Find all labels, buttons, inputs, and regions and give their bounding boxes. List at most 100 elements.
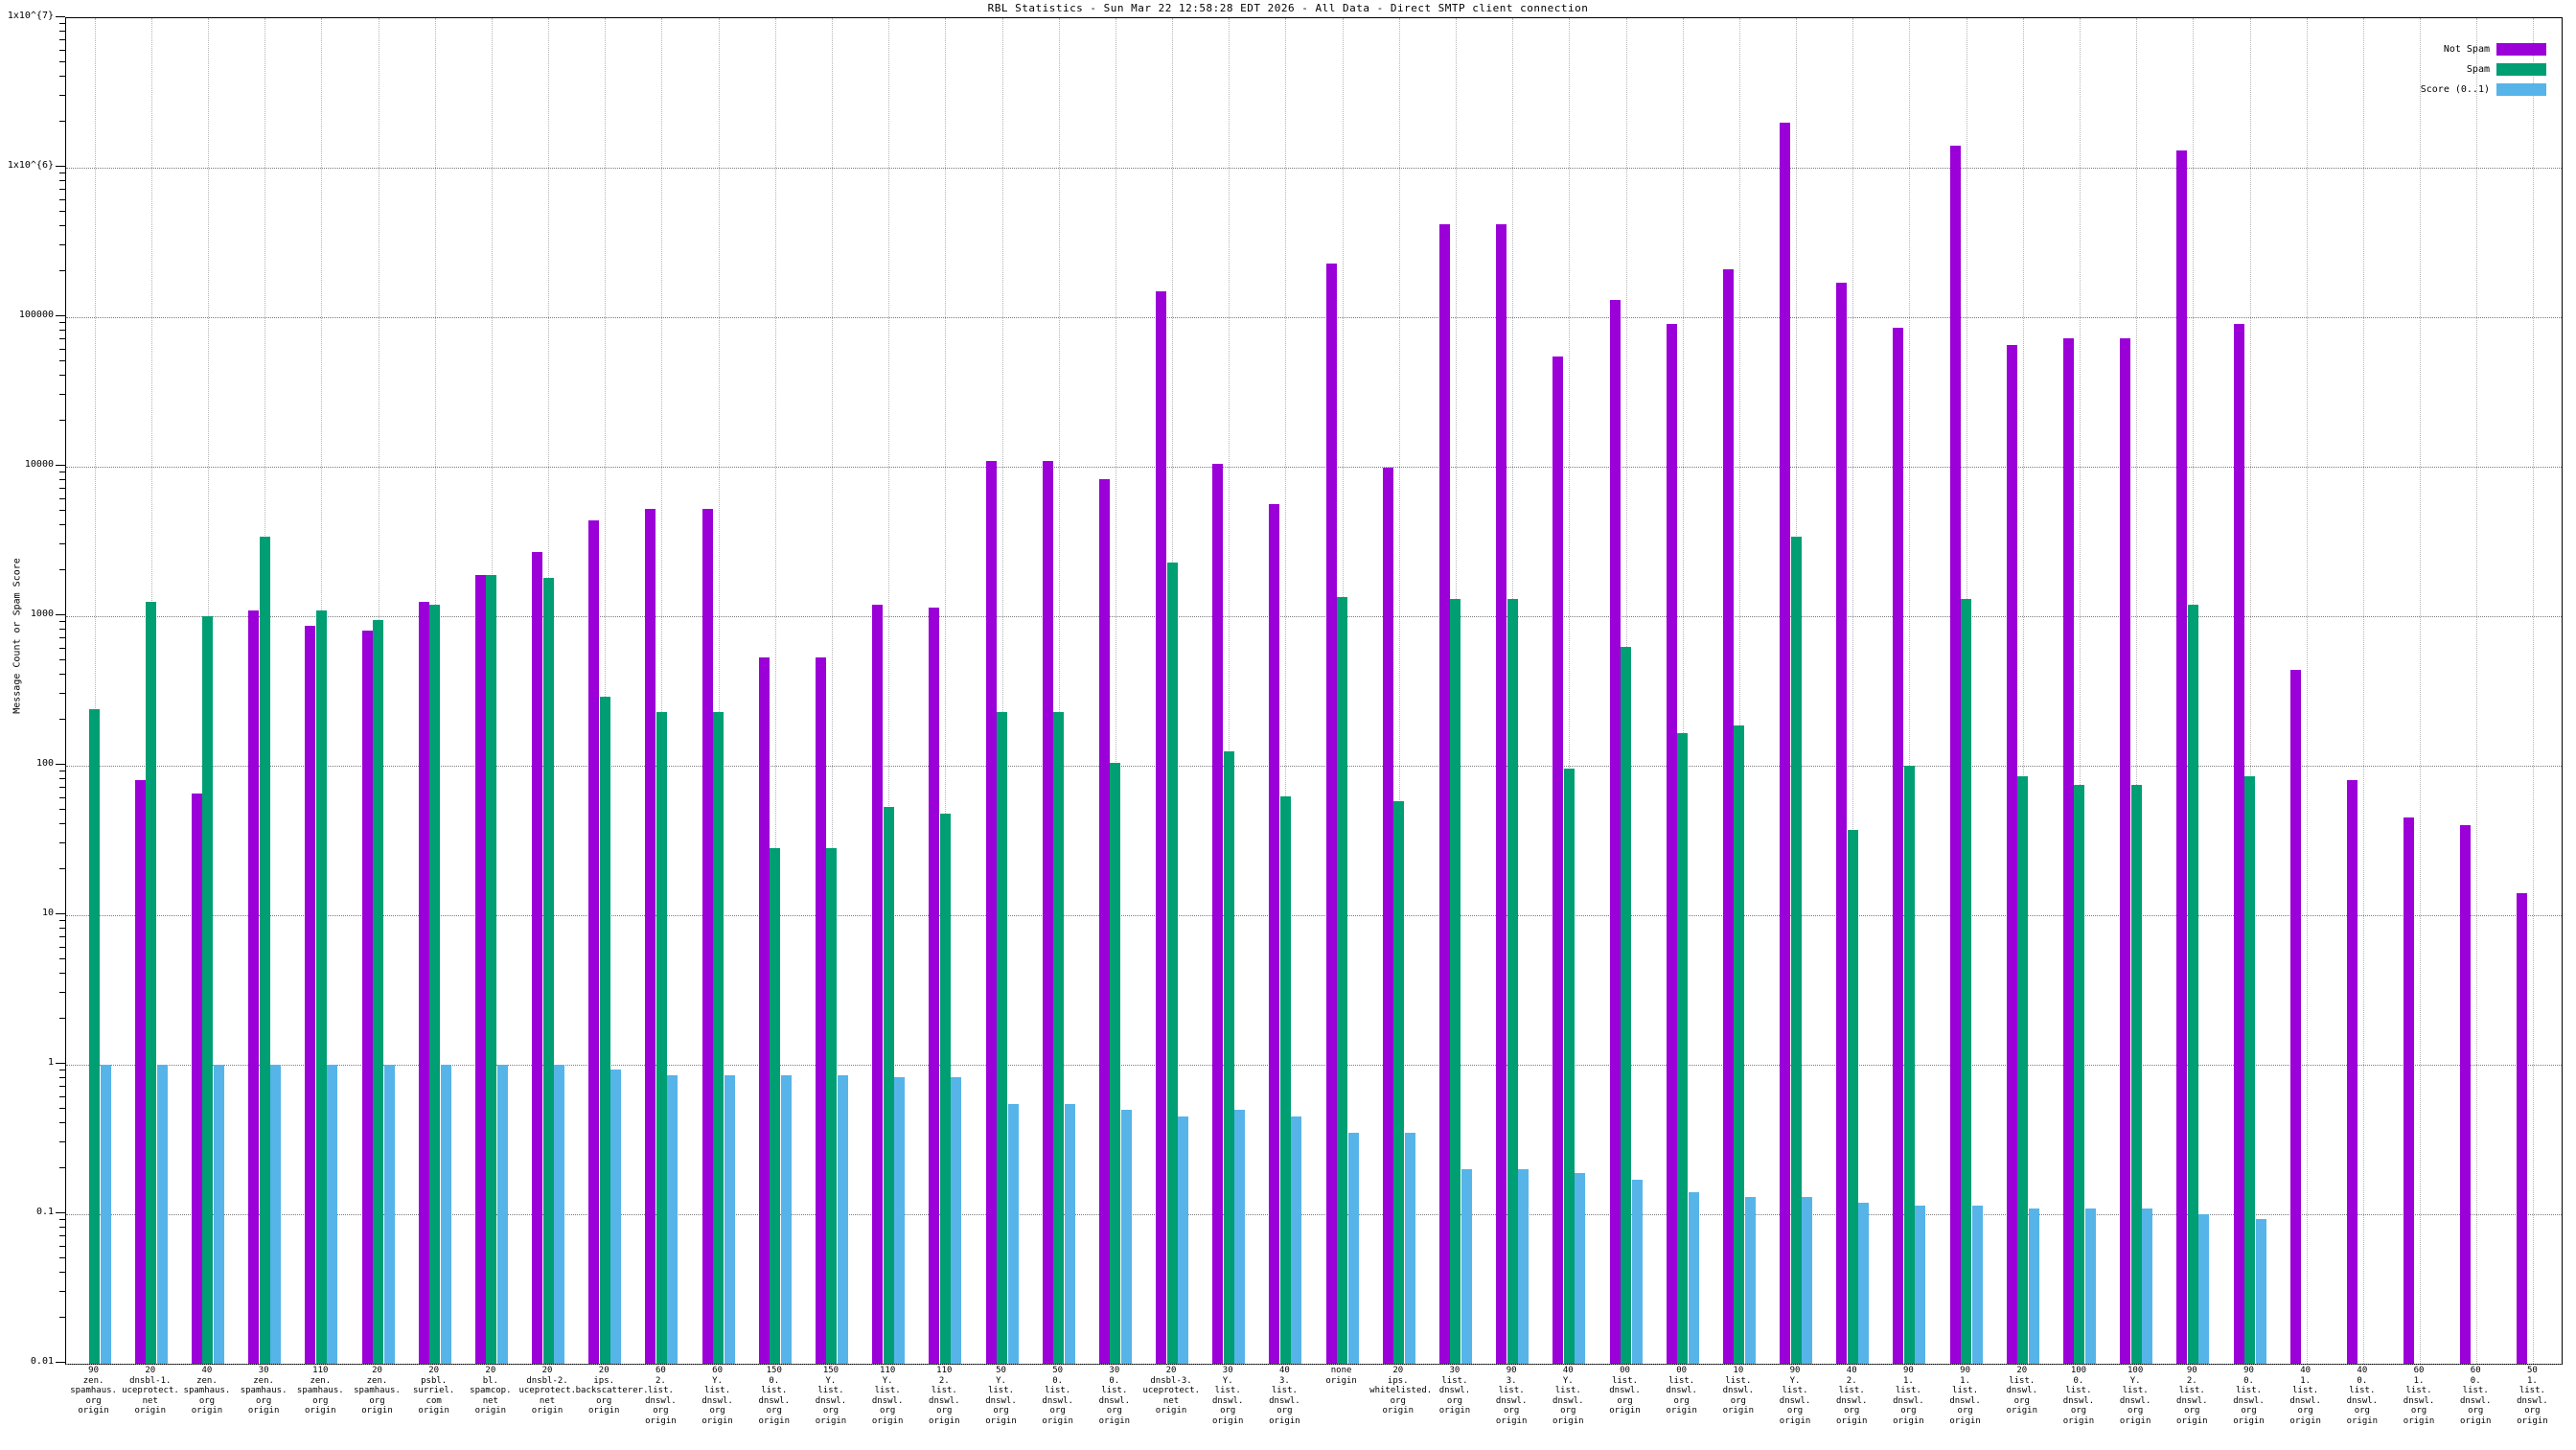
- bar-spam[interactable]: [1621, 647, 1631, 1364]
- bar-group[interactable]: [1098, 18, 1132, 1364]
- bar-score[interactable]: [1007, 1103, 1019, 1364]
- bar-not_spam[interactable]: [2006, 345, 2017, 1364]
- bar-spam[interactable]: [1223, 750, 1234, 1364]
- bar-score[interactable]: [1460, 1169, 1472, 1364]
- bar-spam[interactable]: [826, 848, 838, 1364]
- bar-not_spam[interactable]: [1325, 263, 1337, 1364]
- bar-not_spam[interactable]: [474, 574, 486, 1364]
- bar-group[interactable]: [2346, 18, 2380, 1364]
- bar-not_spam[interactable]: [702, 509, 713, 1364]
- bar-group[interactable]: [1325, 18, 1359, 1364]
- bar-score[interactable]: [667, 1075, 678, 1364]
- bar-score[interactable]: [100, 1065, 111, 1364]
- bar-score[interactable]: [1064, 1103, 1075, 1364]
- bar-score[interactable]: [2084, 1208, 2096, 1364]
- bar-spam[interactable]: [1393, 800, 1405, 1364]
- bar-score[interactable]: [1291, 1116, 1302, 1364]
- bar-score[interactable]: [1347, 1133, 1359, 1364]
- bar-spam[interactable]: [1450, 599, 1461, 1364]
- bar-spam[interactable]: [146, 601, 157, 1364]
- bar-not_spam[interactable]: [1666, 324, 1677, 1364]
- bar-spam[interactable]: [1790, 537, 1802, 1364]
- bar-group[interactable]: [1949, 18, 1983, 1364]
- bar-spam[interactable]: [1677, 733, 1689, 1364]
- bar-not_spam[interactable]: [2460, 825, 2472, 1364]
- bar-score[interactable]: [610, 1069, 622, 1364]
- bar-group[interactable]: [2517, 18, 2549, 1364]
- bar-spam[interactable]: [2130, 784, 2142, 1364]
- bar-group[interactable]: [2006, 18, 2039, 1364]
- bar-spam[interactable]: [1166, 562, 1178, 1364]
- bar-not_spam[interactable]: [2404, 817, 2415, 1364]
- bar-group[interactable]: [1438, 18, 1472, 1364]
- bar-not_spam[interactable]: [1438, 223, 1450, 1364]
- bar-spam[interactable]: [1337, 596, 1348, 1364]
- bar-not_spam[interactable]: [815, 657, 826, 1364]
- bar-group[interactable]: [1269, 18, 1302, 1364]
- bar-spam[interactable]: [1847, 830, 1858, 1364]
- bar-not_spam[interactable]: [361, 631, 373, 1364]
- bar-not_spam[interactable]: [418, 601, 429, 1364]
- bar-not_spam[interactable]: [248, 610, 260, 1364]
- bar-not_spam[interactable]: [1780, 123, 1791, 1364]
- bar-score[interactable]: [1178, 1116, 1189, 1364]
- bar-group[interactable]: [1042, 18, 1075, 1364]
- bar-score[interactable]: [894, 1076, 906, 1364]
- bar-group[interactable]: [134, 18, 168, 1364]
- bar-group[interactable]: [532, 18, 565, 1364]
- bar-score[interactable]: [1915, 1205, 1926, 1364]
- bar-spam[interactable]: [656, 711, 667, 1364]
- bar-group[interactable]: [588, 18, 622, 1364]
- bar-score[interactable]: [724, 1075, 735, 1364]
- bar-score[interactable]: [156, 1065, 168, 1364]
- bar-spam[interactable]: [770, 848, 781, 1364]
- bar-score[interactable]: [837, 1075, 848, 1364]
- bar-score[interactable]: [1234, 1109, 1246, 1364]
- bar-spam[interactable]: [202, 616, 214, 1364]
- bar-spam[interactable]: [1961, 599, 1972, 1364]
- bar-not_spam[interactable]: [2120, 338, 2131, 1364]
- bar-group[interactable]: [1496, 18, 1530, 1364]
- bar-not_spam[interactable]: [305, 626, 316, 1364]
- bar-score[interactable]: [1631, 1180, 1643, 1364]
- bar-spam[interactable]: [2187, 604, 2198, 1364]
- bar-group[interactable]: [872, 18, 906, 1364]
- bar-group[interactable]: [474, 18, 508, 1364]
- legend-item-sc[interactable]: Score (0..1): [2421, 80, 2546, 100]
- bar-not_spam[interactable]: [929, 607, 940, 1364]
- bar-group[interactable]: [1552, 18, 1586, 1364]
- bar-group[interactable]: [1780, 18, 1813, 1364]
- bar-not_spam[interactable]: [1609, 300, 1621, 1364]
- bar-group[interactable]: [1609, 18, 1643, 1364]
- bar-group[interactable]: [361, 18, 395, 1364]
- bar-not_spam[interactable]: [1496, 223, 1507, 1364]
- bar-score[interactable]: [780, 1075, 792, 1364]
- bar-not_spam[interactable]: [2062, 338, 2074, 1364]
- bar-group[interactable]: [929, 18, 962, 1364]
- bar-score[interactable]: [1971, 1205, 1983, 1364]
- bar-not_spam[interactable]: [532, 551, 543, 1364]
- bar-score[interactable]: [554, 1065, 565, 1364]
- bar-group[interactable]: [2120, 18, 2153, 1364]
- bar-not_spam[interactable]: [1212, 463, 1224, 1364]
- bar-group[interactable]: [1666, 18, 1699, 1364]
- bar-not_spam[interactable]: [1552, 356, 1564, 1364]
- bar-group[interactable]: [1836, 18, 1870, 1364]
- bar-group[interactable]: [815, 18, 848, 1364]
- bar-spam[interactable]: [2017, 776, 2029, 1364]
- bar-score[interactable]: [383, 1065, 395, 1364]
- bar-spam[interactable]: [1734, 725, 1745, 1364]
- bar-spam[interactable]: [1506, 599, 1518, 1364]
- bar-spam[interactable]: [486, 574, 497, 1364]
- bar-not_spam[interactable]: [1949, 146, 1961, 1364]
- bar-spam[interactable]: [542, 578, 554, 1364]
- bar-spam[interactable]: [315, 610, 327, 1364]
- bar-not_spam[interactable]: [2233, 324, 2244, 1364]
- bar-spam[interactable]: [373, 620, 383, 1364]
- bar-group[interactable]: [418, 18, 451, 1364]
- bar-not_spam[interactable]: [2346, 780, 2358, 1364]
- bar-score[interactable]: [2142, 1208, 2153, 1364]
- bar-spam[interactable]: [429, 604, 441, 1364]
- bar-not_spam[interactable]: [872, 604, 884, 1364]
- bar-spam[interactable]: [599, 696, 610, 1364]
